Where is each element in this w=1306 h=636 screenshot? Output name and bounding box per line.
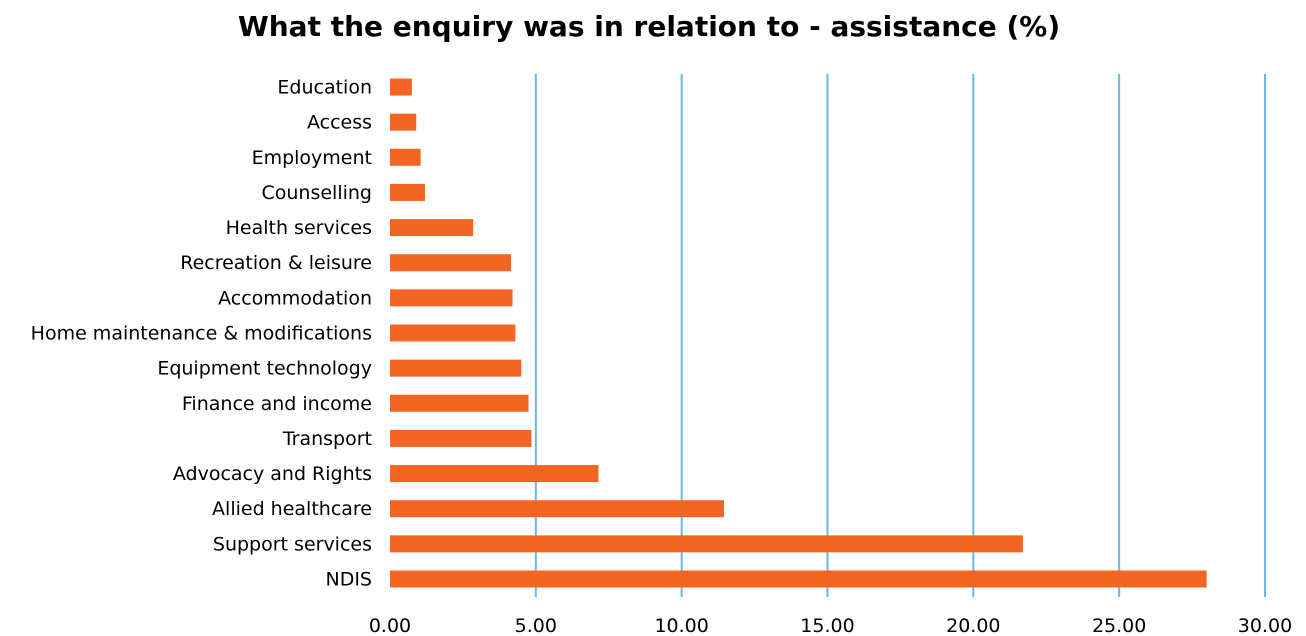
grid-lines <box>534 74 1266 597</box>
category-label: Employment <box>252 147 372 169</box>
bar <box>390 254 512 272</box>
bar <box>390 535 1023 553</box>
bar <box>390 359 522 377</box>
category-label: Home maintenance & modifications <box>31 323 372 345</box>
bar <box>390 429 532 447</box>
category-label: Support services <box>213 533 372 555</box>
category-label: NDIS <box>325 569 372 591</box>
bar <box>390 289 513 307</box>
bar <box>390 78 412 96</box>
bar <box>390 500 724 518</box>
bar <box>390 219 474 237</box>
category-label: Allied healthcare <box>212 498 372 520</box>
x-tick-label: 0.00 <box>369 615 411 636</box>
category-label: Advocacy and Rights <box>173 463 372 485</box>
category-label: Accommodation <box>218 287 372 309</box>
bar <box>390 570 1207 588</box>
x-tick-label: 20.00 <box>946 615 1000 636</box>
category-label: Recreation & leisure <box>180 252 372 274</box>
chart-title: What the enquiry was in relation to - as… <box>238 10 1060 43</box>
bar <box>390 465 599 483</box>
category-label: Transport <box>282 428 372 450</box>
category-labels: Education Access Employment Counselling Heal… <box>31 77 372 591</box>
x-tick-labels: 0.00 5.00 10.00 15.00 20.00 25.00 30.00 <box>369 615 1292 636</box>
category-label: Equipment technology <box>157 358 372 380</box>
bars <box>390 78 1207 588</box>
x-tick-label: 5.00 <box>515 615 557 636</box>
x-tick-label: 15.00 <box>800 615 854 636</box>
bar <box>390 148 421 166</box>
bar <box>390 394 529 412</box>
x-tick-label: 10.00 <box>654 615 708 636</box>
category-label: Education <box>277 77 372 99</box>
bar <box>390 324 516 342</box>
bar <box>390 113 417 131</box>
x-tick-label: 30.00 <box>1238 615 1292 636</box>
x-tick-label: 25.00 <box>1092 615 1146 636</box>
category-label: Health services <box>226 217 372 239</box>
category-label: Access <box>307 112 372 134</box>
bar <box>390 183 425 201</box>
category-label: Counselling <box>261 182 372 204</box>
category-label: Finance and income <box>182 393 372 415</box>
